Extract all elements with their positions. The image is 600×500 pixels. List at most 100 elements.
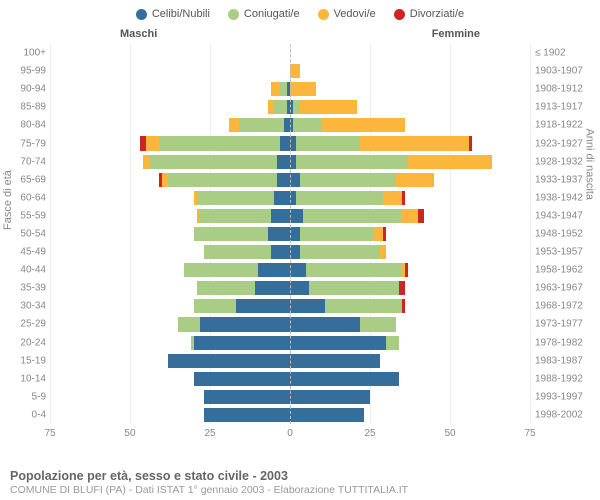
segment: [405, 263, 408, 277]
bar-female: [290, 118, 530, 132]
legend-label: Celibi/Nubili: [152, 8, 210, 20]
year-label: 1988-1992: [535, 373, 590, 384]
segment: [280, 136, 290, 150]
year-label: ≤ 1902: [535, 48, 590, 59]
year-label: 1943-1947: [535, 210, 590, 221]
age-label: 10-14: [8, 373, 46, 384]
age-label: 100+: [8, 48, 46, 59]
segment: [236, 299, 290, 313]
bar-female: [290, 173, 530, 187]
year-label: 1913-1917: [535, 102, 590, 113]
bar-male: [50, 118, 290, 132]
segment: [300, 100, 358, 114]
bar-female: [290, 136, 530, 150]
age-label: 0-4: [8, 409, 46, 420]
year-label: 1918-1922: [535, 120, 590, 131]
segment: [290, 173, 300, 187]
segment: [290, 227, 300, 241]
bar-male: [50, 390, 290, 404]
x-axis: 7550250255075: [50, 426, 530, 442]
segment: [402, 191, 405, 205]
segment: [290, 336, 386, 350]
bar-male: [50, 82, 290, 96]
bar-female: [290, 100, 530, 114]
x-tick: 0: [287, 428, 293, 439]
segment: [296, 155, 408, 169]
segment: [290, 64, 300, 78]
segment: [360, 136, 469, 150]
segment: [408, 155, 491, 169]
segment: [268, 227, 290, 241]
age-label: 65-69: [8, 174, 46, 185]
segment: [296, 191, 382, 205]
segment: [402, 209, 418, 223]
grid-line: [530, 44, 531, 424]
bar-male: [50, 317, 290, 331]
segment: [383, 191, 402, 205]
bar-male: [50, 155, 290, 169]
year-label: 1978-1982: [535, 337, 590, 348]
bar-male: [50, 263, 290, 277]
segment: [197, 191, 274, 205]
legend-swatch: [228, 9, 239, 20]
segment: [322, 118, 405, 132]
bar-female: [290, 82, 530, 96]
segment: [204, 390, 290, 404]
segment: [402, 299, 405, 313]
bar-male: [50, 408, 290, 422]
year-label: 1968-1972: [535, 301, 590, 312]
footer-title: Popolazione per età, sesso e stato civil…: [10, 469, 408, 483]
x-tick: 25: [204, 428, 215, 439]
segment: [229, 118, 239, 132]
year-label: 1933-1937: [535, 174, 590, 185]
year-label: 1948-1952: [535, 228, 590, 239]
segment: [290, 390, 370, 404]
segment: [200, 209, 270, 223]
header-male: Maschi: [120, 28, 157, 40]
segment: [290, 281, 309, 295]
age-label: 45-49: [8, 247, 46, 258]
age-label: 20-24: [8, 337, 46, 348]
x-tick: 50: [444, 428, 455, 439]
footer-sub: COMUNE DI BLUFI (PA) - Dati ISTAT 1° gen…: [10, 484, 408, 496]
segment: [274, 100, 287, 114]
sex-headers: Maschi Femmine: [0, 28, 600, 40]
year-label: 1958-1962: [535, 265, 590, 276]
segment: [194, 227, 268, 241]
x-tick: 25: [364, 428, 375, 439]
segment: [204, 245, 271, 259]
segment: [159, 136, 281, 150]
bar-female: [290, 336, 530, 350]
age-label: 5-9: [8, 391, 46, 402]
segment: [300, 227, 374, 241]
age-label: 80-84: [8, 120, 46, 131]
age-label: 55-59: [8, 210, 46, 221]
segment: [290, 354, 380, 368]
bar-female: [290, 372, 530, 386]
legend-swatch: [136, 9, 147, 20]
bar-male: [50, 281, 290, 295]
segment: [290, 408, 364, 422]
bar-female: [290, 155, 530, 169]
x-tick: 50: [124, 428, 135, 439]
segment: [290, 299, 325, 313]
segment: [204, 408, 290, 422]
segment: [271, 82, 281, 96]
segment: [290, 82, 316, 96]
segment: [178, 317, 200, 331]
year-label: 1928-1932: [535, 156, 590, 167]
segment: [255, 281, 290, 295]
segment: [300, 173, 396, 187]
segment: [146, 136, 159, 150]
bar-female: [290, 408, 530, 422]
segment: [309, 281, 399, 295]
segment: [396, 173, 434, 187]
segment: [290, 372, 399, 386]
bar-male: [50, 245, 290, 259]
age-label: 40-44: [8, 265, 46, 276]
bar-male: [50, 336, 290, 350]
header-female: Femmine: [432, 28, 480, 40]
segment: [239, 118, 284, 132]
year-label: 1923-1927: [535, 138, 590, 149]
segment: [290, 317, 360, 331]
